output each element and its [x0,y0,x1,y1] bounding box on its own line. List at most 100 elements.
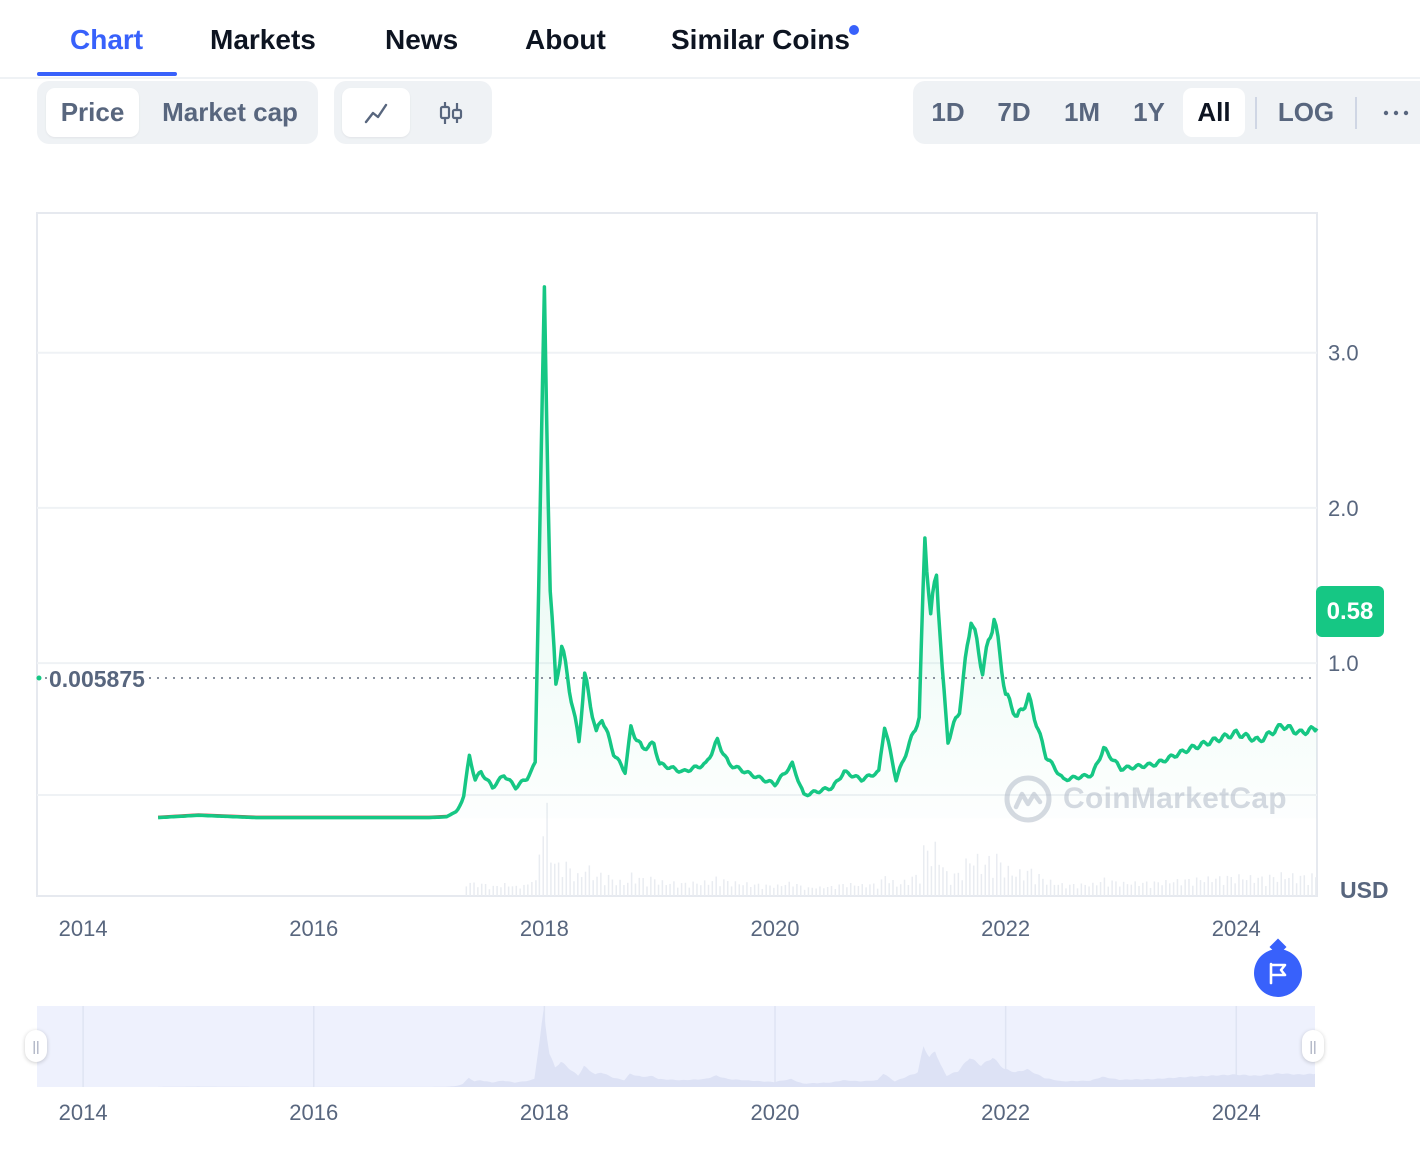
price-line [158,285,1319,820]
volume-bar [884,876,887,896]
range-all-button[interactable]: All [1183,88,1245,137]
range-selector: 1D 7D 1M 1Y All LOG [913,81,1420,144]
navigator-right-handle[interactable]: || [1302,1030,1324,1062]
volume-bar [1295,883,1298,896]
volume-bar [761,888,764,896]
volume-bar [546,802,548,896]
tab-similar-coins[interactable]: Similar Coins [671,24,850,55]
volume-bar [492,885,494,896]
volume-bar [519,888,521,896]
volume-bar [823,888,825,896]
volume-bar [1218,876,1221,896]
volume-bar [846,887,848,896]
volume-bar [1268,874,1271,896]
volume-bar [753,884,756,896]
volume-bar [788,881,790,896]
volume-bar [988,855,990,896]
volume-bar [688,887,691,896]
volume-bar [707,884,710,896]
volume-bar [1211,882,1213,896]
volume-bar [603,885,606,896]
log-scale-button[interactable]: LOG [1277,97,1335,127]
volume-bar [580,877,583,896]
x-tick-label: 2014 [59,916,108,941]
watermark-text: CoinMarketCap [1063,782,1287,815]
chart-tabs: Chart Markets News About Similar Coins [0,0,1420,79]
line-chart-button[interactable] [342,88,410,137]
volume-bar [1065,888,1067,896]
tab-news[interactable]: News [385,24,459,55]
volume-bar [1092,882,1094,896]
volume-bar [1299,875,1302,896]
volume-bar [642,878,644,896]
flag-button[interactable] [1254,949,1302,997]
volume-bar [565,861,568,896]
tab-about[interactable]: About [525,24,606,55]
range-navigator[interactable] [37,1006,1315,1087]
volume-bar [999,862,1002,896]
toolbar-divider [1355,97,1357,129]
volume-bar [1142,882,1144,896]
volume-bar [527,884,529,896]
x-tick-label: 2024 [1212,916,1261,941]
volume-bar [646,886,648,896]
range-7d-button[interactable]: 7D [997,97,1031,127]
volume-bar [819,886,821,896]
volume-bar [1042,878,1044,896]
volume-bar [792,886,794,896]
volume-bar [826,887,829,896]
volume-bar [849,882,852,896]
tab-markets[interactable]: Markets [210,24,316,55]
volume-bar [776,884,779,896]
volume-bar [553,863,556,896]
volume-bar [1057,884,1060,896]
navigator-tick-label: 2018 [520,1100,569,1125]
metric-toggle: Price Market cap [37,81,318,144]
volume-bar [465,886,468,896]
volume-bar [942,867,944,896]
volume-bar [1307,885,1309,896]
volume-bar [892,879,894,896]
more-options-button[interactable] [1365,88,1420,137]
volume-bar [1019,869,1021,896]
volume-bar [1134,881,1136,896]
volume-bar [684,882,687,896]
volume-bar [926,850,929,896]
volume-bar [1149,887,1152,896]
volume-bar [711,881,714,896]
volume-bar [1126,884,1129,896]
range-1d-button[interactable]: 1D [931,97,965,127]
volume-bar [703,880,706,896]
range-1m-button[interactable]: 1M [1063,97,1101,127]
navigator-left-handle[interactable]: || [25,1030,47,1062]
price-button[interactable]: Price [46,88,139,137]
volume-bar [876,888,879,896]
market-cap-button[interactable]: Market cap [162,97,298,127]
volume-bar [969,863,971,896]
volume-bar [577,873,579,896]
x-tick-label: 2018 [520,916,569,941]
volume-bar [1222,884,1225,896]
volume-bar [1022,880,1025,896]
candlestick-button[interactable] [418,88,484,137]
range-1y-button[interactable]: 1Y [1133,97,1165,127]
volume-bar [919,883,921,896]
volume-bar [653,879,656,896]
volume-bar [692,881,694,896]
volume-bar [669,883,671,896]
volume-bar [961,880,963,896]
volume-bar [535,880,537,896]
volume-bar [677,887,679,896]
volume-bar [488,889,491,896]
volume-bar [1103,877,1106,896]
volume-bar [473,882,475,896]
volume-bar [934,841,937,896]
x-tick-label: 2022 [981,916,1030,941]
tab-chart[interactable]: Chart [70,24,144,55]
navigator-tick-label: 2020 [751,1100,800,1125]
y-tick-label: 2.0 [1328,496,1359,521]
volume-bar [1265,886,1267,896]
start-marker [36,675,42,681]
volume-bar [592,880,594,896]
